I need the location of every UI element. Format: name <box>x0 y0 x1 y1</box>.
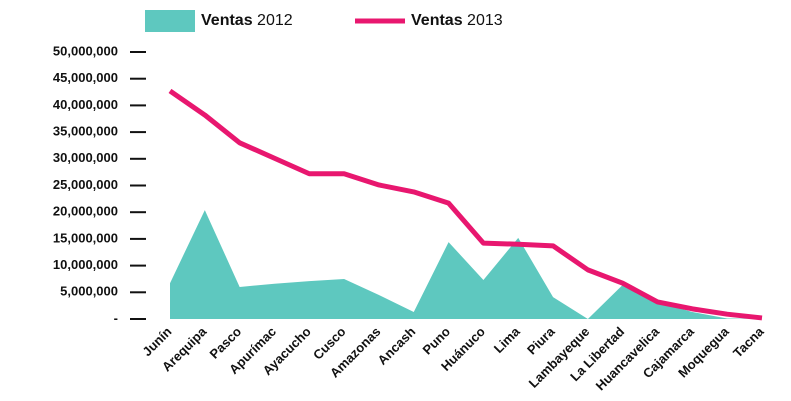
y-tick-label: 35,000,000 <box>53 124 118 139</box>
y-tick-label: 45,000,000 <box>53 70 118 85</box>
y-tick-label: 5,000,000 <box>60 284 118 299</box>
legend-label: Ventas 2012 <box>201 12 293 29</box>
y-tick-label: 40,000,000 <box>53 97 118 112</box>
y-tick-label: 50,000,000 <box>53 43 118 58</box>
y-tick-label: 25,000,000 <box>53 177 118 192</box>
legend-swatch <box>145 10 195 32</box>
x-tick-label: Ancash <box>374 324 418 368</box>
x-tick-label: Lima <box>491 323 524 356</box>
legend-word: Ventas <box>201 12 253 29</box>
legend-word: Ventas <box>411 12 463 29</box>
legend-label: Ventas 2013 <box>411 12 503 29</box>
y-tick-label: 20,000,000 <box>53 204 118 219</box>
y-tick-label: 30,000,000 <box>53 150 118 165</box>
area <box>170 210 762 319</box>
legend-word: 2013 <box>463 12 503 29</box>
y-tick-label: 15,000,000 <box>53 230 118 245</box>
legend-word: 2012 <box>253 12 293 29</box>
x-tick-label: Tacna <box>730 323 767 360</box>
y-tick-label: - <box>114 310 118 325</box>
line <box>168 88 763 321</box>
y-tick-label: 10,000,000 <box>53 257 118 272</box>
